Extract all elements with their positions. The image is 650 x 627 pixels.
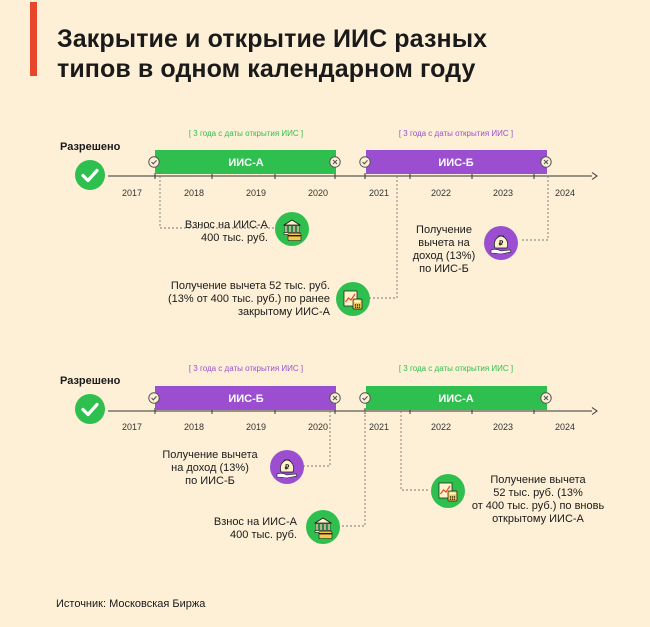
bar-period-caption: [ 3 года с даты открытия ИИС ] (399, 364, 513, 373)
section-2: 2017 2018 2019 2020 2021 2022 2023 2024 … (75, 364, 598, 544)
iis-a-bar: ИИС-А (359, 386, 552, 410)
bar-label: ИИС-А (228, 157, 263, 169)
bar-label: ИИС-Б (438, 157, 473, 169)
event-deduction-text: Получение вычета 52 тыс. руб. (13% от 40… (167, 280, 330, 318)
axis-arrow-icon (591, 172, 598, 180)
open-tick-icon (148, 392, 160, 404)
year-labels: 2017 2018 2019 2020 2021 2022 2023 2024 (122, 422, 575, 432)
event-contribution-text: Взнос на ИИС-А 400 тыс. руб. (213, 516, 297, 541)
year-label: 2021 (369, 188, 389, 198)
year-label: 2019 (246, 188, 266, 198)
allowed-label: Разрешено (60, 141, 121, 153)
year-label: 2024 (555, 188, 575, 198)
close-cross-icon (329, 392, 341, 404)
ruble-bag-icon (484, 226, 518, 260)
year-label: 2019 (246, 422, 266, 432)
open-tick-icon (359, 392, 371, 404)
year-label: 2023 (493, 422, 513, 432)
connectors (303, 411, 430, 527)
bar-period-caption: [ 3 года с даты открытия ИИС ] (189, 129, 303, 138)
bar-period-caption: [ 3 года с даты открытия ИИС ] (399, 129, 513, 138)
title-line-2: типов в одном календарном году (57, 55, 476, 83)
open-tick-icon (359, 156, 371, 168)
chart-document-icon (336, 282, 370, 316)
axis-arrow-icon (591, 407, 598, 415)
event-contribution-text: Взнос на ИИС-А 400 тыс. руб. (184, 219, 268, 244)
close-cross-icon (540, 392, 552, 404)
ruble-bag-icon (270, 450, 304, 484)
allowed-check-icon (75, 394, 105, 424)
source-note: Источник: Московская Биржа (56, 598, 206, 610)
event-income-deduction-text: Получение вычета на доход (13%) по ИИС-Б (162, 449, 258, 487)
bar-label: ИИС-А (438, 393, 473, 405)
section-1: 2017 2018 2019 2020 2021 2022 2023 2024 … (75, 129, 598, 316)
allowed-label: Разрешено (60, 375, 121, 387)
iis-b-bar: ИИС-Б (148, 386, 341, 410)
iis-b-bar: ИИС-Б (359, 150, 552, 174)
close-cross-icon (329, 156, 341, 168)
page-title: Закрытие и открытие ИИС разных типов в о… (57, 24, 487, 84)
year-labels: 2017 2018 2019 2020 2021 2022 2023 2024 (122, 188, 575, 198)
bar-label: ИИС-Б (228, 393, 263, 405)
allowed-check-icon (75, 160, 105, 190)
year-label: 2017 (122, 422, 142, 432)
year-label: 2020 (308, 422, 328, 432)
title-line-1: Закрытие и открытие ИИС разных (57, 25, 488, 53)
chart-document-icon (431, 474, 465, 508)
event-deduction-text: Получение вычета 52 тыс. руб. (13% от 40… (471, 474, 605, 525)
accent-bar (30, 2, 37, 76)
iis-a-bar: ИИС-А (148, 150, 341, 174)
bar-period-caption: [ 3 года с даты открытия ИИС ] (189, 364, 303, 373)
open-tick-icon (148, 156, 160, 168)
year-label: 2018 (184, 188, 204, 198)
year-label: 2022 (431, 188, 451, 198)
event-income-deduction-text: Получение вычета на доход (13%) по ИИС-Б (412, 224, 476, 275)
close-cross-icon (540, 156, 552, 168)
year-label: 2018 (184, 422, 204, 432)
bank-card-icon (306, 510, 340, 544)
year-label: 2024 (555, 422, 575, 432)
year-label: 2021 (369, 422, 389, 432)
year-label: 2022 (431, 422, 451, 432)
year-label: 2020 (308, 188, 328, 198)
year-label: 2017 (122, 188, 142, 198)
bank-card-icon (275, 212, 309, 246)
year-label: 2023 (493, 188, 513, 198)
